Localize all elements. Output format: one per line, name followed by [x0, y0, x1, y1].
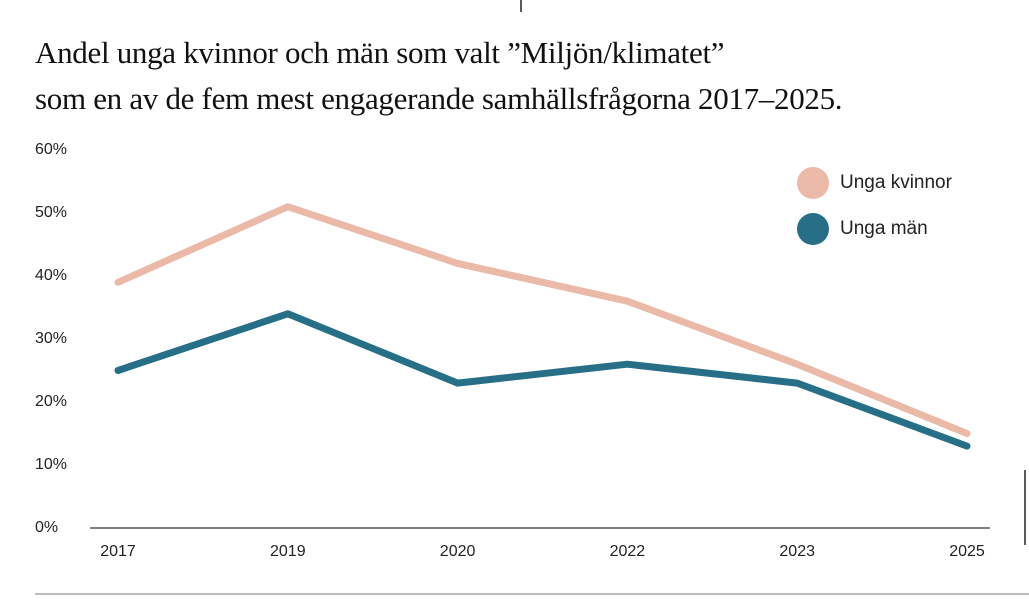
legend-swatch — [797, 167, 829, 199]
x-tick-label: 2023 — [779, 543, 815, 560]
y-tick-label: 20% — [35, 393, 67, 410]
x-tick-label: 2020 — [440, 543, 476, 560]
x-tick-label: 2017 — [100, 543, 136, 560]
x-tick-label: 2025 — [949, 543, 985, 560]
y-tick-label: 40% — [35, 267, 67, 284]
chart-title: Andel unga kvinnor och män som valt ”Mil… — [35, 35, 843, 116]
y-tick-label: 0% — [35, 519, 58, 536]
x-tick-label: 2019 — [270, 543, 306, 560]
series-line — [114, 310, 971, 450]
legend-swatch — [797, 213, 829, 245]
y-tick-label: 50% — [35, 204, 67, 221]
legend-label: Unga män — [840, 218, 928, 239]
legend-label: Unga kvinnor — [840, 172, 953, 193]
y-tick-label: 30% — [35, 330, 67, 347]
series-line — [114, 203, 971, 437]
x-tick-label: 2022 — [610, 543, 646, 560]
y-tick-label: 10% — [35, 456, 67, 473]
y-tick-label: 60% — [35, 141, 67, 158]
